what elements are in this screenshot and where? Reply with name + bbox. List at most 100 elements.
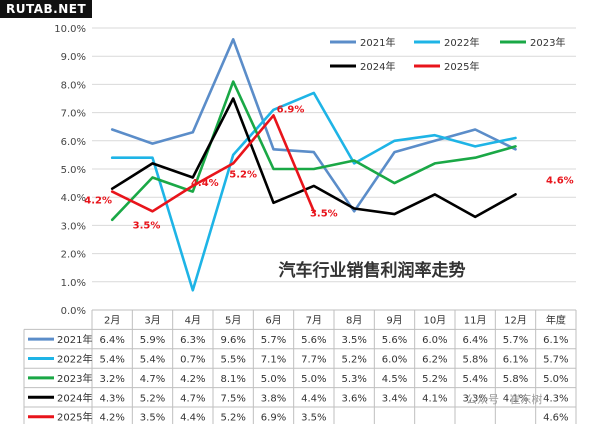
legend-label: 2021年: [360, 36, 395, 49]
table-cell-value: 3.6%: [341, 393, 366, 404]
x-category-label: 8月: [346, 315, 362, 327]
table-cell-value: 0.7%: [180, 355, 205, 366]
table-cell-value: 3.5%: [341, 335, 366, 346]
table-cell-value: 7.1%: [261, 355, 286, 366]
x-category-label: 10月: [423, 315, 446, 327]
x-category-label: 12月: [504, 315, 527, 327]
y-tick-label: 2.0%: [61, 250, 86, 261]
table-cell-value: 4.2%: [99, 413, 124, 424]
table-cell-value: 3.3%: [462, 393, 487, 404]
table-cell-value: 5.2%: [140, 393, 165, 404]
table-cell-value: 3.8%: [261, 393, 286, 404]
x-category-label: 5月: [225, 315, 241, 327]
data-label: 4.6%: [546, 175, 574, 186]
x-category-label: 7月: [306, 315, 322, 327]
table-series-name: 2024年: [57, 391, 92, 404]
y-tick-label: 4.0%: [61, 193, 86, 204]
data-label: 3.5%: [133, 220, 161, 231]
y-tick-label: 3.0%: [61, 221, 86, 232]
data-table: 2月 3月 4月 5月 6月 7月 8月 9月 10月 11月 12月 年度 2021年 6.4% 5.9%…: [23, 309, 577, 424]
table-cell-value: 5.8%: [503, 374, 528, 385]
table-cell-value: 7.5%: [220, 393, 245, 404]
table-cell-value: 4.1%: [503, 393, 528, 404]
data-label: 5.2%: [229, 169, 257, 180]
y-tick-label: 5.0%: [61, 165, 86, 176]
x-category-label: 3月: [144, 315, 160, 327]
annotation-layer: 4.2% 3.5% 4.4% 5.2% 6.9% 3.5% 4.6%: [84, 104, 573, 231]
table-cell-value: 4.7%: [180, 393, 205, 404]
table-cell-value: 5.6%: [382, 335, 407, 346]
table-cell-value: 4.6%: [543, 413, 568, 424]
table-series-name: 2022年: [57, 353, 92, 366]
table-cell-value: 8.1%: [220, 374, 245, 385]
table-cell-value: 3.4%: [382, 393, 407, 404]
table-cell-value: 4.7%: [140, 374, 165, 385]
table-cell-value: 9.6%: [220, 335, 245, 346]
table-cell-value: 5.4%: [99, 355, 124, 366]
table-cell-value: 5.0%: [543, 374, 568, 385]
site-badge: RUTAB.NET: [0, 0, 93, 18]
table-cell-value: 4.2%: [180, 374, 205, 385]
table-series-name: 2023年: [57, 372, 92, 385]
legend-label: 2025年: [444, 60, 479, 73]
y-tick-label: 9.0%: [61, 52, 86, 63]
x-category-label: 6月: [265, 315, 281, 327]
chart-title: 汽车行业销售利润率走势: [279, 260, 466, 281]
legend: 2021年 2022年 2023年 2024年 2025年: [330, 36, 565, 73]
data-label: 6.9%: [277, 104, 305, 115]
y-tick-label: 7.0%: [61, 109, 86, 120]
y-tick-label: 8.0%: [61, 80, 86, 91]
x-category-label: 4月: [185, 315, 201, 327]
table-cell-value: 5.4%: [140, 355, 165, 366]
table-cell-value: 6.9%: [261, 413, 286, 424]
legend-label: 2024年: [360, 60, 395, 73]
table-cell-value: 5.2%: [220, 413, 245, 424]
series-line-2022年: [110, 91, 517, 292]
axis-layer: 0.0% 1.0% 2.0% 3.0% 4.0% 5.0% 6.0% 7.0% 8.0% 9.0%…: [54, 24, 86, 317]
table-cell-value: 6.4%: [462, 335, 487, 346]
table-cell-value: 6.3%: [180, 335, 205, 346]
table-cell-value: 6.2%: [422, 355, 447, 366]
table-cell-value: 7.7%: [301, 355, 326, 366]
series-line-2021年: [110, 37, 517, 213]
table-cell-value: 4.1%: [422, 393, 447, 404]
watermark: 公众号 · 崔东树: [466, 393, 543, 406]
table-cell-value: 5.2%: [341, 355, 366, 366]
y-tick-label: 10.0%: [54, 24, 86, 35]
y-tick-label: 0.0%: [61, 306, 86, 317]
table-cell-value: 4.3%: [99, 393, 124, 404]
series-layer: [110, 37, 517, 292]
table-cell-value: 5.0%: [261, 374, 286, 385]
data-label: 4.2%: [84, 196, 112, 207]
table-cell-value: 6.1%: [503, 355, 528, 366]
x-category-label: 年度: [546, 314, 566, 327]
table-cell-value: 6.0%: [382, 355, 407, 366]
data-label: 3.5%: [310, 208, 338, 219]
table-cell-value: 4.4%: [180, 413, 205, 424]
x-category-label: 9月: [386, 315, 402, 327]
table-cell-value: 5.2%: [422, 374, 447, 385]
table-cell-value: 5.6%: [301, 335, 326, 346]
y-tick-label: 6.0%: [61, 137, 86, 148]
table-cell-value: 3.2%: [99, 374, 124, 385]
data-label: 4.4%: [191, 178, 219, 189]
legend-label: 2022年: [444, 36, 479, 49]
legend-label: 2023年: [530, 36, 565, 49]
table-cell-value: 5.7%: [261, 335, 286, 346]
table-cell-value: 5.7%: [503, 335, 528, 346]
series-line-2025年: [110, 114, 316, 213]
table-cell-value: 6.0%: [422, 335, 447, 346]
x-category-label: 2月: [104, 315, 120, 327]
table-cell-value: 3.5%: [140, 413, 165, 424]
table-cell-value: 3.5%: [301, 413, 326, 424]
table-cell-value: 4.4%: [301, 393, 326, 404]
table-cell-value: 6.4%: [99, 335, 124, 346]
table-series-name: 2021年: [57, 333, 92, 346]
series-line-2023年: [110, 80, 517, 222]
table-cell-value: 5.4%: [462, 374, 487, 385]
table-cell-value: 5.9%: [140, 335, 165, 346]
table-cell-value: 5.0%: [301, 374, 326, 385]
table-cell-value: 5.7%: [543, 355, 568, 366]
